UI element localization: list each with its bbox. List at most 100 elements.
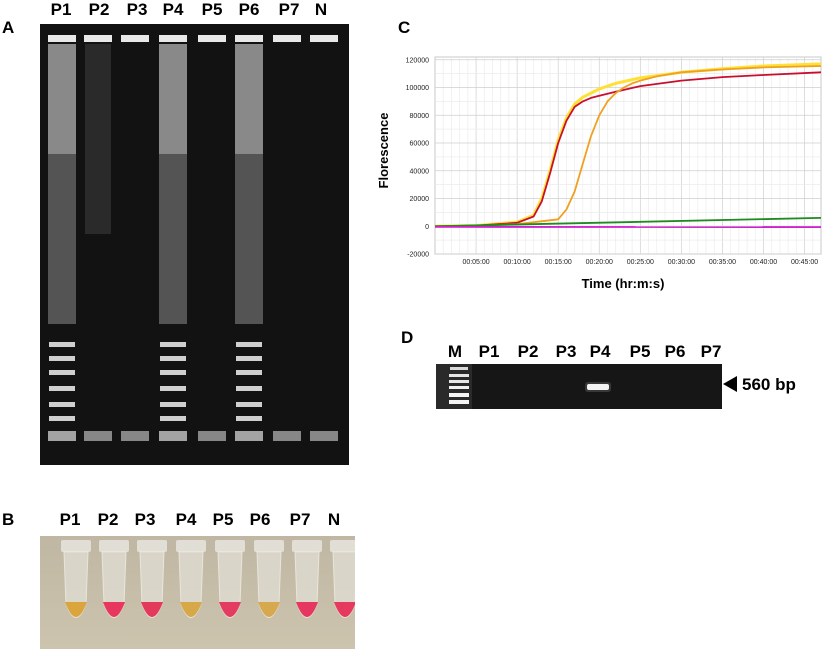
marker-band <box>449 386 469 389</box>
lane-label-p3: P3 <box>126 0 148 19</box>
gel-band <box>160 342 186 347</box>
gel-band <box>236 370 262 375</box>
tube-cap <box>176 540 206 552</box>
gel-band <box>49 356 75 361</box>
lane-label-p1: P1 <box>50 0 72 19</box>
x-tick-label: 00:45:00 <box>791 259 818 266</box>
gel-smear-top <box>48 44 76 154</box>
x-tick-label: 00:15:00 <box>545 259 572 266</box>
tube-label-n: N <box>327 510 341 529</box>
panel-d-letter: D <box>401 328 414 347</box>
panel-a-gel-image <box>48 35 338 441</box>
x-tick-label: 00:35:00 <box>709 259 736 266</box>
gel-well <box>121 35 149 42</box>
gel-d-label-p4: P4 <box>589 342 611 361</box>
tube-liquid <box>334 602 355 617</box>
tube-cap <box>330 540 355 552</box>
tube-liquid <box>141 602 163 617</box>
tube-label-p4: P4 <box>175 510 197 529</box>
gel-well <box>159 35 187 42</box>
gel-primer-front <box>273 431 301 441</box>
gel-band <box>160 386 186 391</box>
tube-liquid <box>103 602 125 617</box>
lane-label-p7: P7 <box>278 0 300 19</box>
tube-cap <box>99 540 129 552</box>
lane-label-p6: P6 <box>238 0 260 19</box>
gel-primer-front <box>159 431 187 441</box>
lane-label-p4: P4 <box>162 0 184 19</box>
tube-label-p6: P6 <box>249 510 271 529</box>
y-tick-label: 40000 <box>410 168 430 175</box>
gel-well <box>198 35 226 42</box>
gel-band <box>49 370 75 375</box>
tube-liquid <box>65 602 87 617</box>
tube-cap <box>254 540 284 552</box>
gel-d-label-p2: P2 <box>517 342 539 361</box>
x-tick-label: 00:25:00 <box>627 259 654 266</box>
gel-well <box>48 35 76 42</box>
marker-band <box>449 380 469 383</box>
series-line-1 <box>434 71 822 228</box>
tube-liquid <box>258 602 280 617</box>
gel-primer-front <box>235 431 263 441</box>
gel-well <box>235 35 263 42</box>
p4-band-glow <box>585 382 611 392</box>
gel-well <box>273 35 301 42</box>
series-line-2 <box>434 65 822 228</box>
series-line-3 <box>434 217 822 228</box>
gel-d-label-m: M <box>447 342 463 361</box>
gel-d-label-p1: P1 <box>478 342 500 361</box>
y-tick-label: 0 <box>425 224 429 231</box>
y-tick-label: 20000 <box>410 196 430 203</box>
tube-liquid <box>180 602 202 617</box>
gel-band <box>160 356 186 361</box>
gel-primer-front <box>121 431 149 441</box>
arrow-right-icon <box>723 376 737 392</box>
panel-c-chart: -20000 0 20000 40000 60000 80000 100000 120000 0… <box>376 56 822 291</box>
x-tick-label: 00:40:00 <box>750 259 777 266</box>
gel-band <box>236 342 262 347</box>
gel-d-label-p7: P7 <box>700 342 722 361</box>
y-axis-title: Florescence <box>376 113 391 189</box>
tube-liquid <box>296 602 318 617</box>
tube-liquid <box>219 602 241 617</box>
panel-c-letter: C <box>398 18 411 37</box>
gel-well <box>310 35 338 42</box>
tube-cap <box>61 540 91 552</box>
tube-cap <box>215 540 245 552</box>
gel-primer-front <box>84 431 112 441</box>
gel-band <box>49 416 75 421</box>
gel-smear-top <box>235 44 263 154</box>
gel-band <box>236 386 262 391</box>
gel-band <box>160 370 186 375</box>
gel-band <box>49 402 75 407</box>
gel-primer-front <box>310 431 338 441</box>
panel-b-tubes <box>61 540 355 618</box>
lane-label-p2: P2 <box>88 0 110 19</box>
tube-label-p2: P2 <box>97 510 119 529</box>
panel-b-letter: B <box>2 510 15 529</box>
panel-d-gel <box>436 364 722 409</box>
y-tick-label: 120000 <box>406 57 429 64</box>
gel-band <box>49 386 75 391</box>
panel-a-gel <box>40 24 349 465</box>
gel-d-label-p5: P5 <box>629 342 651 361</box>
marker-size-label: 560 bp <box>742 375 796 394</box>
x-tick-label: 00:10:00 <box>504 259 531 266</box>
y-tick-label: 100000 <box>406 85 429 92</box>
y-tick-label: -20000 <box>407 252 429 259</box>
tube-label-p1: P1 <box>59 510 81 529</box>
y-tick-label: 60000 <box>410 141 430 148</box>
plot-area <box>434 56 822 255</box>
tube-cap <box>292 540 322 552</box>
gel-primer-front <box>198 431 226 441</box>
gel-d-label-p6: P6 <box>664 342 686 361</box>
marker-band <box>449 400 469 404</box>
x-tick-label: 00:20:00 <box>586 259 613 266</box>
gel-band <box>160 416 186 421</box>
panel-b-tube-photo <box>40 536 355 649</box>
gel-band <box>236 356 262 361</box>
lane-label-n: N <box>314 0 328 19</box>
tube-label-p7: P7 <box>289 510 311 529</box>
gel-d-label-p3: P3 <box>555 342 577 361</box>
